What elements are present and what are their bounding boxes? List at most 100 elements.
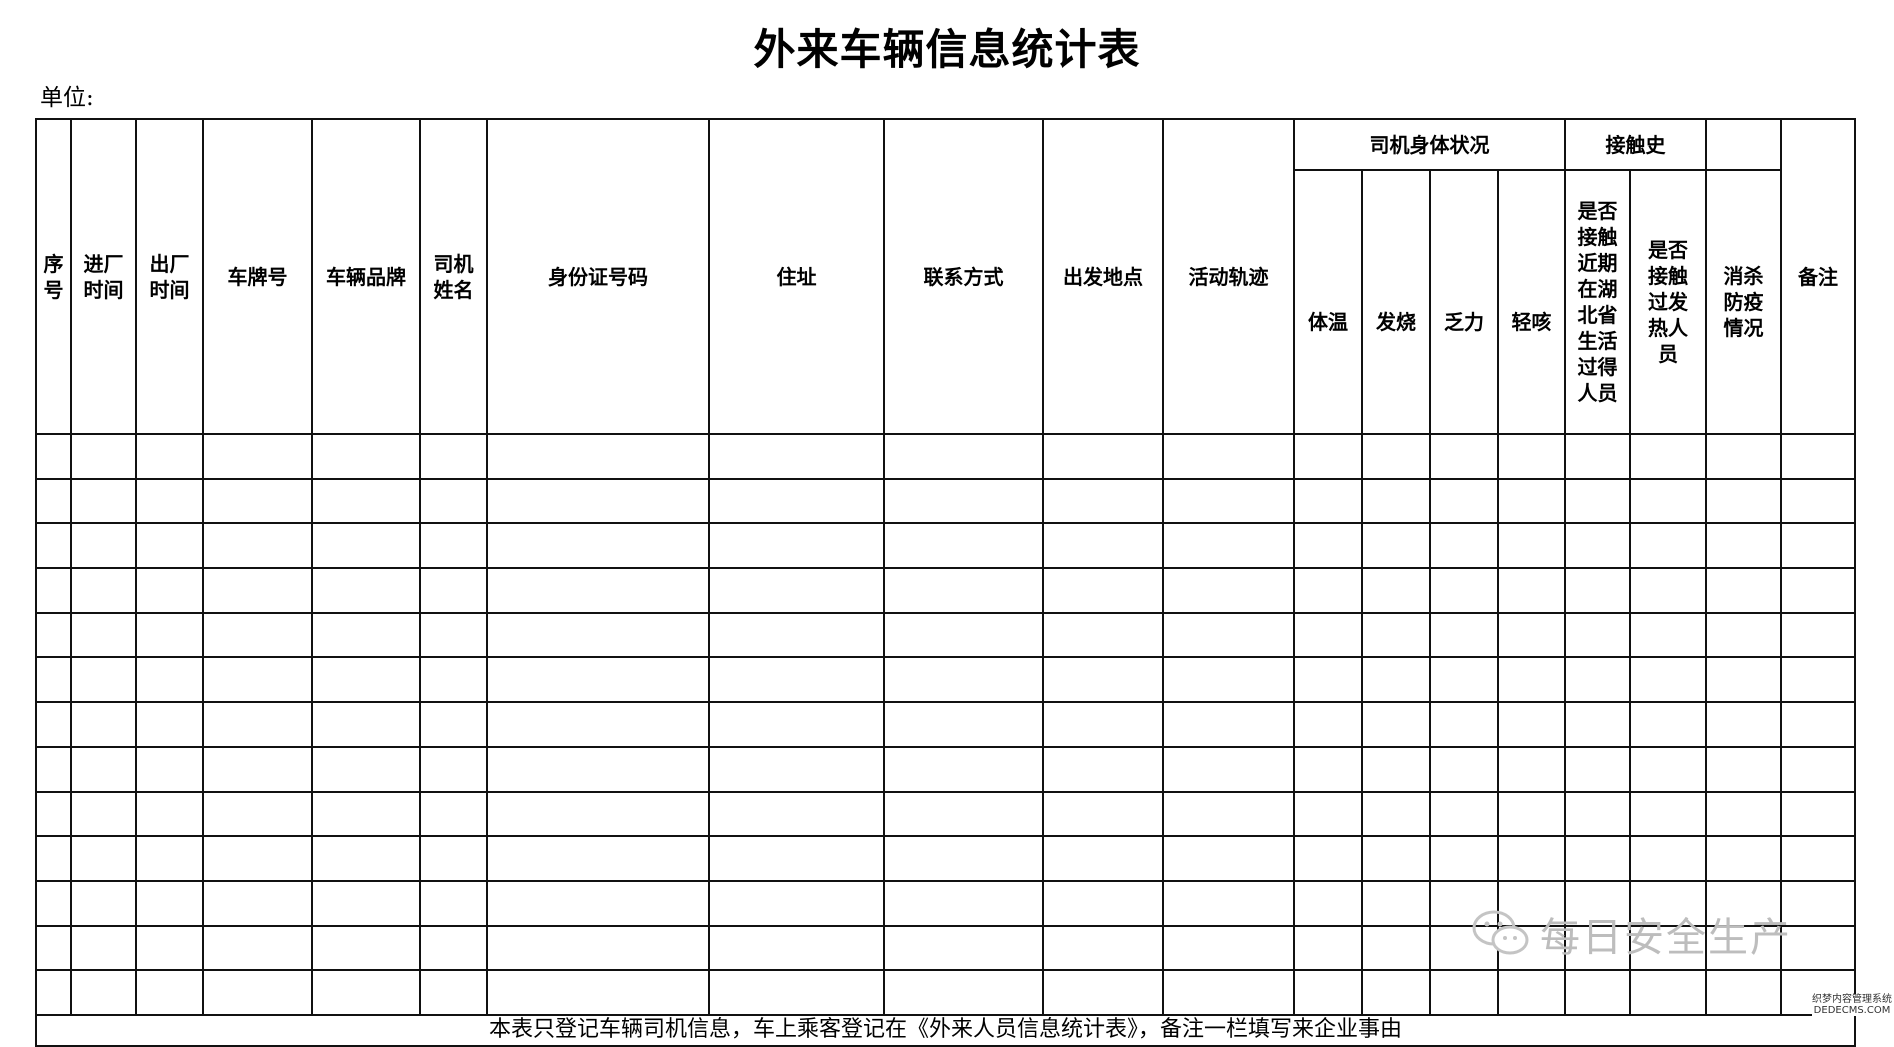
table-cell[interactable] xyxy=(35,969,72,1016)
table-cell[interactable] xyxy=(1629,790,1707,838)
table-cell[interactable] xyxy=(1780,656,1856,704)
table-cell[interactable] xyxy=(1497,567,1566,614)
table-cell[interactable] xyxy=(1361,656,1431,704)
table-cell[interactable] xyxy=(486,879,710,927)
table-cell[interactable] xyxy=(708,924,885,972)
table-cell[interactable] xyxy=(883,433,1044,480)
table-cell[interactable] xyxy=(202,835,313,882)
table-cell[interactable] xyxy=(419,567,488,614)
table-cell[interactable] xyxy=(1042,969,1164,1016)
table-cell[interactable] xyxy=(883,656,1044,704)
table-cell[interactable] xyxy=(35,567,72,614)
table-cell[interactable] xyxy=(1780,522,1856,570)
table-cell[interactable] xyxy=(419,790,488,838)
table-cell[interactable] xyxy=(311,969,421,1016)
table-cell[interactable] xyxy=(202,567,313,614)
table-cell[interactable] xyxy=(1429,433,1499,480)
table-cell[interactable] xyxy=(202,701,313,748)
table-cell[interactable] xyxy=(1497,745,1566,793)
table-cell[interactable] xyxy=(708,879,885,927)
table-cell[interactable] xyxy=(1497,611,1566,659)
table-cell[interactable] xyxy=(1429,879,1499,927)
table-cell[interactable] xyxy=(202,924,313,972)
table-cell[interactable] xyxy=(1162,522,1295,570)
table-cell[interactable] xyxy=(486,790,710,838)
table-cell[interactable] xyxy=(1162,477,1295,525)
table-cell[interactable] xyxy=(1293,879,1363,927)
table-cell[interactable] xyxy=(1705,835,1782,882)
table-cell[interactable] xyxy=(1042,522,1164,570)
table-cell[interactable] xyxy=(135,656,204,704)
table-cell[interactable] xyxy=(1705,924,1782,972)
table-cell[interactable] xyxy=(1429,567,1499,614)
table-cell[interactable] xyxy=(1429,969,1499,1016)
table-cell[interactable] xyxy=(1705,969,1782,1016)
table-cell[interactable] xyxy=(1564,924,1631,972)
table-cell[interactable] xyxy=(708,656,885,704)
table-cell[interactable] xyxy=(1429,924,1499,972)
table-cell[interactable] xyxy=(1497,656,1566,704)
table-cell[interactable] xyxy=(883,745,1044,793)
table-cell[interactable] xyxy=(1705,701,1782,748)
table-cell[interactable] xyxy=(883,924,1044,972)
table-cell[interactable] xyxy=(1429,477,1499,525)
table-cell[interactable] xyxy=(202,477,313,525)
table-cell[interactable] xyxy=(1042,477,1164,525)
table-cell[interactable] xyxy=(883,969,1044,1016)
table-cell[interactable] xyxy=(202,969,313,1016)
table-cell[interactable] xyxy=(1705,745,1782,793)
table-cell[interactable] xyxy=(1361,924,1431,972)
table-cell[interactable] xyxy=(419,656,488,704)
table-cell[interactable] xyxy=(419,969,488,1016)
table-cell[interactable] xyxy=(1705,790,1782,838)
table-cell[interactable] xyxy=(1629,477,1707,525)
table-cell[interactable] xyxy=(1564,656,1631,704)
table-cell[interactable] xyxy=(311,656,421,704)
table-cell[interactable] xyxy=(311,790,421,838)
table-cell[interactable] xyxy=(1564,879,1631,927)
table-cell[interactable] xyxy=(1705,879,1782,927)
table-cell[interactable] xyxy=(1564,835,1631,882)
table-cell[interactable] xyxy=(311,433,421,480)
table-cell[interactable] xyxy=(1780,790,1856,838)
table-cell[interactable] xyxy=(35,433,72,480)
table-cell[interactable] xyxy=(1780,924,1856,972)
table-cell[interactable] xyxy=(1429,790,1499,838)
table-cell[interactable] xyxy=(419,701,488,748)
table-cell[interactable] xyxy=(35,701,72,748)
table-cell[interactable] xyxy=(1780,567,1856,614)
table-cell[interactable] xyxy=(311,701,421,748)
table-cell[interactable] xyxy=(1780,701,1856,748)
table-cell[interactable] xyxy=(1293,567,1363,614)
table-cell[interactable] xyxy=(1429,611,1499,659)
table-cell[interactable] xyxy=(1042,745,1164,793)
table-cell[interactable] xyxy=(1361,701,1431,748)
table-cell[interactable] xyxy=(883,835,1044,882)
table-cell[interactable] xyxy=(1429,701,1499,748)
table-cell[interactable] xyxy=(35,611,72,659)
table-cell[interactable] xyxy=(1361,969,1431,1016)
table-cell[interactable] xyxy=(1361,611,1431,659)
table-cell[interactable] xyxy=(883,790,1044,838)
table-cell[interactable] xyxy=(419,879,488,927)
table-cell[interactable] xyxy=(486,567,710,614)
table-cell[interactable] xyxy=(70,790,137,838)
table-cell[interactable] xyxy=(1042,790,1164,838)
table-cell[interactable] xyxy=(1293,835,1363,882)
table-cell[interactable] xyxy=(486,433,710,480)
table-cell[interactable] xyxy=(1042,924,1164,972)
table-cell[interactable] xyxy=(135,835,204,882)
table-cell[interactable] xyxy=(70,969,137,1016)
table-cell[interactable] xyxy=(708,701,885,748)
table-cell[interactable] xyxy=(1042,611,1164,659)
table-cell[interactable] xyxy=(1293,790,1363,838)
table-cell[interactable] xyxy=(1042,835,1164,882)
table-cell[interactable] xyxy=(1293,745,1363,793)
table-cell[interactable] xyxy=(1162,433,1295,480)
table-cell[interactable] xyxy=(1293,701,1363,748)
table-cell[interactable] xyxy=(1042,656,1164,704)
table-cell[interactable] xyxy=(1162,879,1295,927)
table-cell[interactable] xyxy=(1629,567,1707,614)
table-cell[interactable] xyxy=(1497,701,1566,748)
table-cell[interactable] xyxy=(486,656,710,704)
